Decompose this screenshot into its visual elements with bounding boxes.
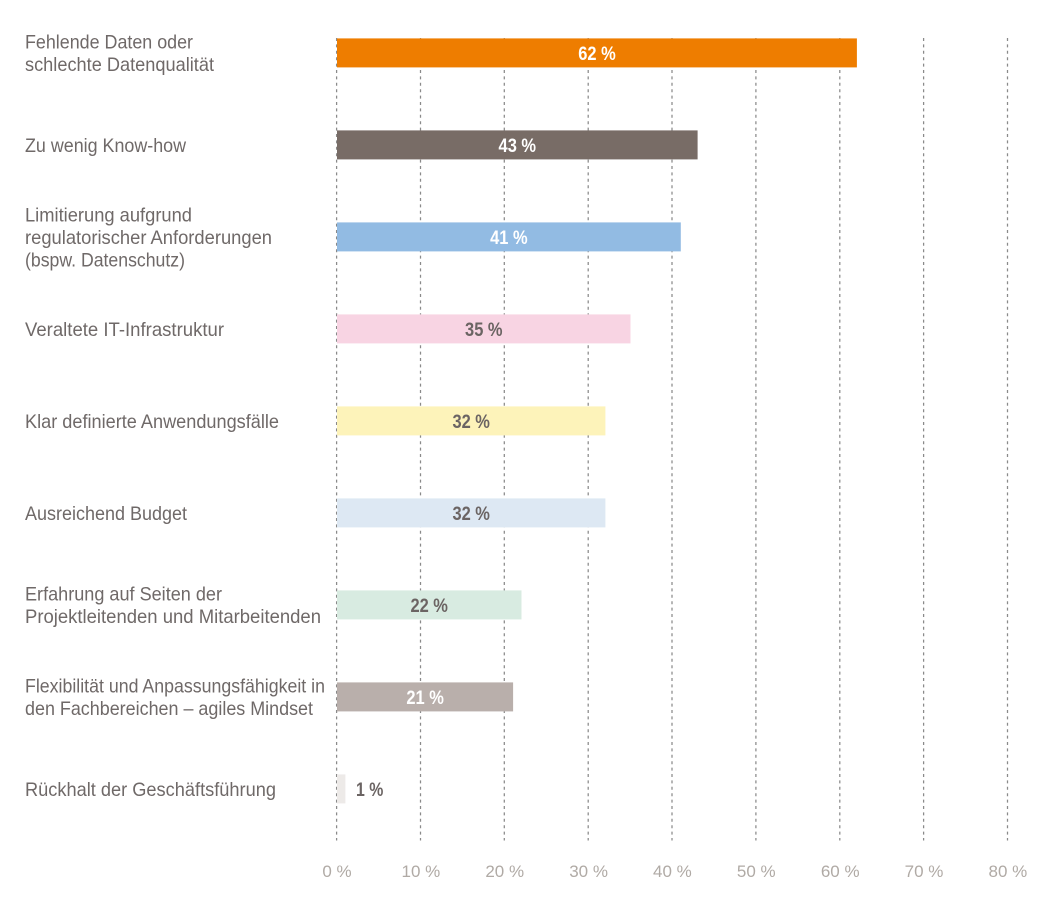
svg-text:35 %: 35 % (465, 319, 503, 341)
svg-text:Fehlende Daten oder: Fehlende Daten oder (25, 32, 193, 54)
svg-text:Veraltete IT-Infrastruktur: Veraltete IT-Infrastruktur (25, 319, 224, 341)
svg-text:Projektleitenden und Mitarbeit: Projektleitenden und Mitarbeitenden (25, 606, 321, 628)
svg-text:70 %: 70 % (905, 862, 944, 881)
svg-text:schlechte Datenqualität: schlechte Datenqualität (25, 54, 215, 76)
svg-text:Rückhalt der Geschäftsführung: Rückhalt der Geschäftsführung (25, 779, 276, 801)
svg-text:43 %: 43 % (499, 135, 537, 157)
svg-text:Ausreichend Budget: Ausreichend Budget (25, 503, 188, 525)
svg-text:21 %: 21 % (406, 687, 444, 709)
svg-text:32 %: 32 % (452, 503, 490, 525)
svg-text:60 %: 60 % (821, 862, 860, 881)
svg-text:30 %: 30 % (569, 862, 608, 881)
svg-text:40 %: 40 % (653, 862, 692, 881)
svg-text:Klar definierte Anwendungsfäll: Klar definierte Anwendungsfälle (25, 411, 279, 433)
svg-text:41 %: 41 % (490, 227, 528, 249)
svg-text:Flexibilität und Anpassungsfäh: Flexibilität und Anpassungsfähigkeit in (25, 676, 325, 698)
svg-text:regulatorischer Anforderungen: regulatorischer Anforderungen (25, 227, 272, 249)
svg-text:den Fachbereichen – agiles Min: den Fachbereichen – agiles Mindset (25, 698, 314, 720)
svg-text:80 %: 80 % (989, 862, 1028, 881)
svg-text:32 %: 32 % (452, 411, 490, 433)
svg-text:0 %: 0 % (322, 862, 351, 881)
svg-text:Zu wenig Know-how: Zu wenig Know-how (25, 135, 187, 157)
svg-text:10 %: 10 % (402, 862, 441, 881)
svg-text:50 %: 50 % (737, 862, 776, 881)
svg-text:62 %: 62 % (578, 43, 616, 65)
svg-text:20 %: 20 % (485, 862, 524, 881)
svg-text:22 %: 22 % (410, 595, 448, 617)
svg-text:(bspw. Datenschutz): (bspw. Datenschutz) (25, 249, 185, 271)
svg-text:1 %: 1 % (356, 779, 383, 801)
svg-text:Erfahrung auf Seiten der: Erfahrung auf Seiten der (25, 584, 222, 606)
svg-text:Limitierung aufgrund: Limitierung aufgrund (25, 205, 192, 227)
